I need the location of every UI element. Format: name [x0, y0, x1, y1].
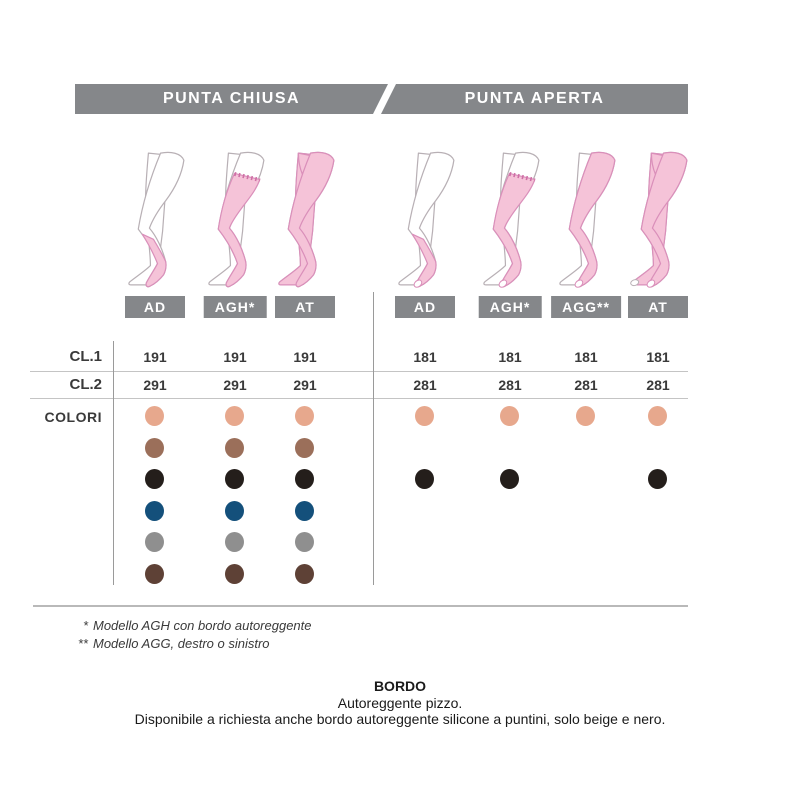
- divider-row-labels: [113, 341, 114, 585]
- model-label-punta-aperta-agg: AGG**: [551, 296, 621, 318]
- bordo-title: BORDO: [373, 678, 427, 694]
- model-label-punta-chiusa-ad: AD: [125, 296, 185, 318]
- color-dot-black: [415, 469, 434, 489]
- color-dot-black: [648, 469, 667, 489]
- color-dot-dark-brown: [225, 564, 244, 584]
- color-dot-light-brown: [145, 438, 164, 458]
- color-dot-beige: [415, 406, 434, 426]
- footnote-agg-marker: **: [77, 636, 88, 651]
- color-dot-navy-blue: [225, 501, 244, 521]
- color-dot-dark-brown: [145, 564, 164, 584]
- color-dot-grey: [295, 532, 314, 552]
- footnote-agh-text: Modello AGH con bordo autoreggente: [93, 618, 312, 633]
- color-dot-light-brown: [295, 438, 314, 458]
- code-cl1-punta-aperta-at: 181: [646, 349, 670, 365]
- code-cl1-punta-aperta-agh: 181: [498, 349, 522, 365]
- divider-groups: [373, 292, 374, 585]
- leg-illustration-punta-chiusa-at: [267, 148, 344, 290]
- row-label-colori: COLORI: [44, 409, 102, 425]
- code-cl2-punta-chiusa-agh: 291: [223, 377, 247, 393]
- leg-illustration-punta-aperta-at: [620, 148, 697, 290]
- row-label-cl2: CL.2: [69, 376, 102, 393]
- code-cl1-punta-aperta-agg: 181: [574, 349, 598, 365]
- color-dot-beige: [500, 406, 519, 426]
- color-dot-navy-blue: [145, 501, 164, 521]
- leg-illustration-punta-aperta-agg: [548, 148, 625, 290]
- divider-under-cl1: [30, 371, 688, 372]
- model-label-punta-chiusa-at: AT: [275, 296, 335, 318]
- color-dot-grey: [145, 532, 164, 552]
- color-dot-black: [145, 469, 164, 489]
- header-title-punta-aperta: PUNTA APERTA: [464, 90, 605, 107]
- color-dot-beige: [295, 406, 314, 426]
- bordo-line1: Autoreggente pizzo.: [337, 695, 463, 711]
- code-cl2-punta-chiusa-at: 291: [293, 377, 317, 393]
- footnote-agh: * Modello AGH con bordo autoreggente: [70, 618, 312, 633]
- color-dot-beige: [225, 406, 244, 426]
- divider-under-cl2: [30, 398, 688, 399]
- row-label-cl1: CL.1: [69, 348, 102, 365]
- leg-illustration-punta-chiusa-ad: [117, 148, 194, 290]
- leg-illustration-punta-aperta-agh: [472, 148, 549, 290]
- color-dot-beige: [576, 406, 595, 426]
- code-cl1-punta-chiusa-agh: 191: [223, 349, 247, 365]
- model-label-punta-aperta-ad: AD: [395, 296, 455, 318]
- color-dot-black: [500, 469, 519, 489]
- model-label-punta-aperta-at: AT: [628, 296, 688, 318]
- header-bar-punta-chiusa: PUNTA CHIUSA: [75, 84, 388, 114]
- footnote-agg: ** Modello AGG, destro o sinistro: [70, 636, 270, 651]
- code-cl2-punta-aperta-ad: 281: [413, 377, 437, 393]
- code-cl2-punta-aperta-at: 281: [646, 377, 670, 393]
- code-cl2-punta-aperta-agg: 281: [574, 377, 598, 393]
- model-label-punta-aperta-agh: AGH*: [478, 296, 542, 318]
- color-dot-beige: [145, 406, 164, 426]
- model-label-punta-chiusa-agh: AGH*: [203, 296, 267, 318]
- leg-illustration-punta-aperta-ad: [387, 148, 464, 290]
- code-cl2-punta-aperta-agh: 281: [498, 377, 522, 393]
- code-cl1-punta-aperta-ad: 181: [413, 349, 437, 365]
- divider-above-footnotes: [33, 605, 688, 607]
- code-cl2-punta-chiusa-ad: 291: [143, 377, 167, 393]
- color-dot-light-brown: [225, 438, 244, 458]
- color-dot-black: [295, 469, 314, 489]
- footnote-agg-text: Modello AGG, destro o sinistro: [93, 636, 270, 651]
- color-dot-navy-blue: [295, 501, 314, 521]
- color-dot-dark-brown: [295, 564, 314, 584]
- code-cl1-punta-chiusa-ad: 191: [143, 349, 167, 365]
- header-bar-punta-aperta: PUNTA APERTA: [381, 84, 688, 114]
- color-dot-grey: [225, 532, 244, 552]
- bordo-line2: Disponibile a richiesta anche bordo auto…: [134, 711, 666, 727]
- header-title-punta-chiusa: PUNTA CHIUSA: [162, 90, 301, 107]
- footnote-agh-marker: *: [82, 618, 88, 633]
- leg-illustration-punta-chiusa-agh: [197, 148, 274, 290]
- color-dot-black: [225, 469, 244, 489]
- color-dot-beige: [648, 406, 667, 426]
- code-cl1-punta-chiusa-at: 191: [293, 349, 317, 365]
